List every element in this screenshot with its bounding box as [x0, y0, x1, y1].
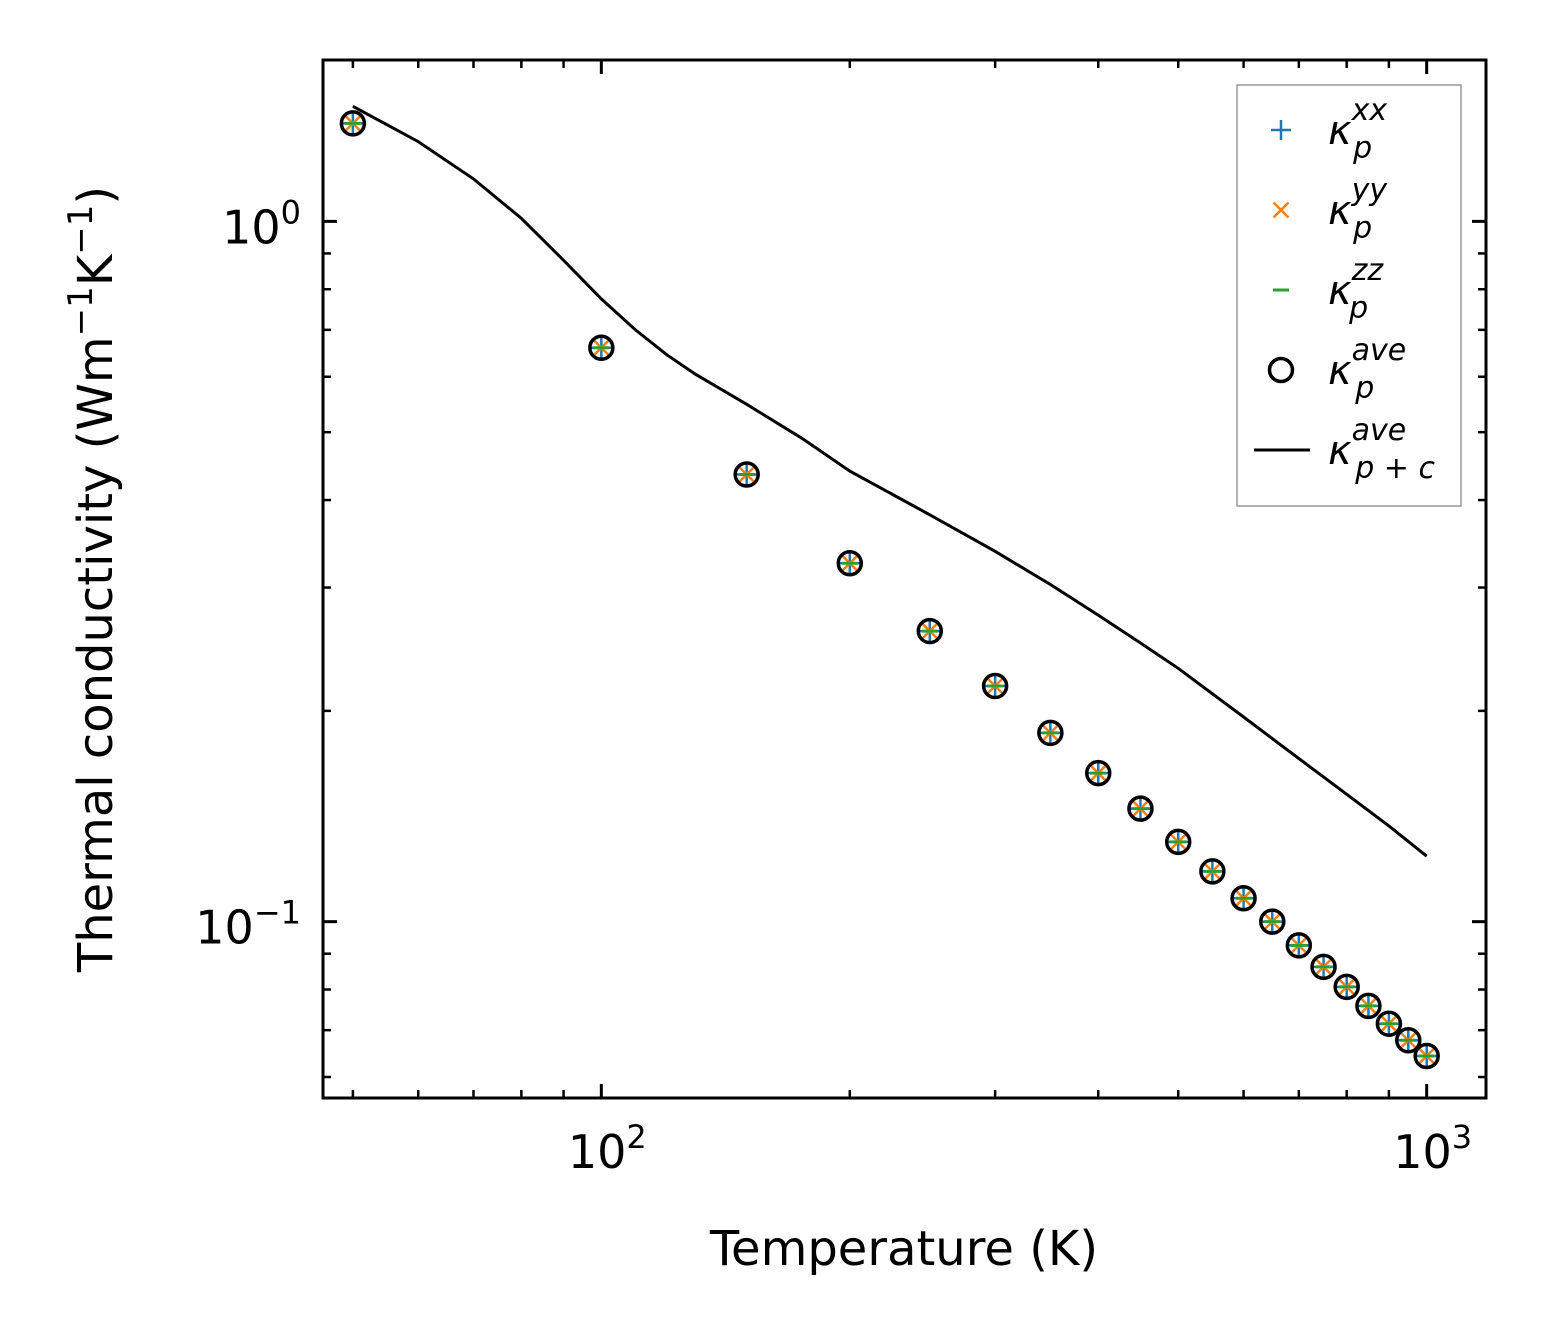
- data-point-circle: [1037, 719, 1064, 747]
- legend-marker-circle: [1267, 356, 1295, 384]
- series-circle: [339, 110, 1440, 1070]
- x-axis-label: Temperature (K): [709, 1221, 1098, 1277]
- data-point-circle: [981, 672, 1009, 700]
- legend-label: κave p + c: [1328, 413, 1435, 486]
- x-tick-label: 102: [568, 1118, 647, 1179]
- legend-marker-plus: [1271, 120, 1291, 140]
- legend-label: κzz p: [1328, 253, 1384, 326]
- series-line: [352, 104, 1428, 858]
- data-point-circle: [1333, 973, 1360, 1001]
- legend-box: [1236, 84, 1462, 507]
- data-point-circle: [1310, 953, 1337, 981]
- y-tick-label: 100: [222, 193, 301, 254]
- data-point-circle: [733, 461, 760, 488]
- data-point-circle: [1164, 828, 1192, 856]
- data-point-circle: [1084, 759, 1112, 787]
- data-point-circle: [1127, 795, 1154, 822]
- tick-labels: 102 103 10−1 100: [195, 193, 1472, 1179]
- data-point-circle: [1199, 858, 1226, 885]
- plot-frame: [321, 58, 1488, 1100]
- data-point-circle: [1375, 1010, 1403, 1037]
- data-point-circle: [836, 549, 864, 577]
- legend-marker-x: [1272, 201, 1290, 219]
- y-tick-label: 10−1: [195, 894, 301, 955]
- data-point-circle: [1395, 1027, 1422, 1054]
- data-point-circle: [1285, 932, 1313, 959]
- data-point-circle: [1230, 885, 1257, 912]
- data-point-circle: [339, 110, 367, 137]
- data-point-circle: [588, 334, 615, 361]
- legend-label: κyy p: [1328, 173, 1388, 246]
- x-tick-label: 103: [1393, 1118, 1472, 1179]
- data-point-circle: [916, 617, 944, 645]
- data-point-circle: [1355, 992, 1382, 1020]
- series-hline: [344, 121, 1435, 1058]
- legend-label: κave p: [1328, 333, 1406, 406]
- legend-label: κxx p: [1328, 93, 1387, 166]
- data-point-circle: [1413, 1042, 1440, 1070]
- y-axis-label: Thermal conductivity (Wm−1K−1): [61, 186, 124, 973]
- series-line: [352, 104, 1428, 858]
- data-point-circle: [1259, 908, 1286, 935]
- plot-area: [339, 104, 1440, 1070]
